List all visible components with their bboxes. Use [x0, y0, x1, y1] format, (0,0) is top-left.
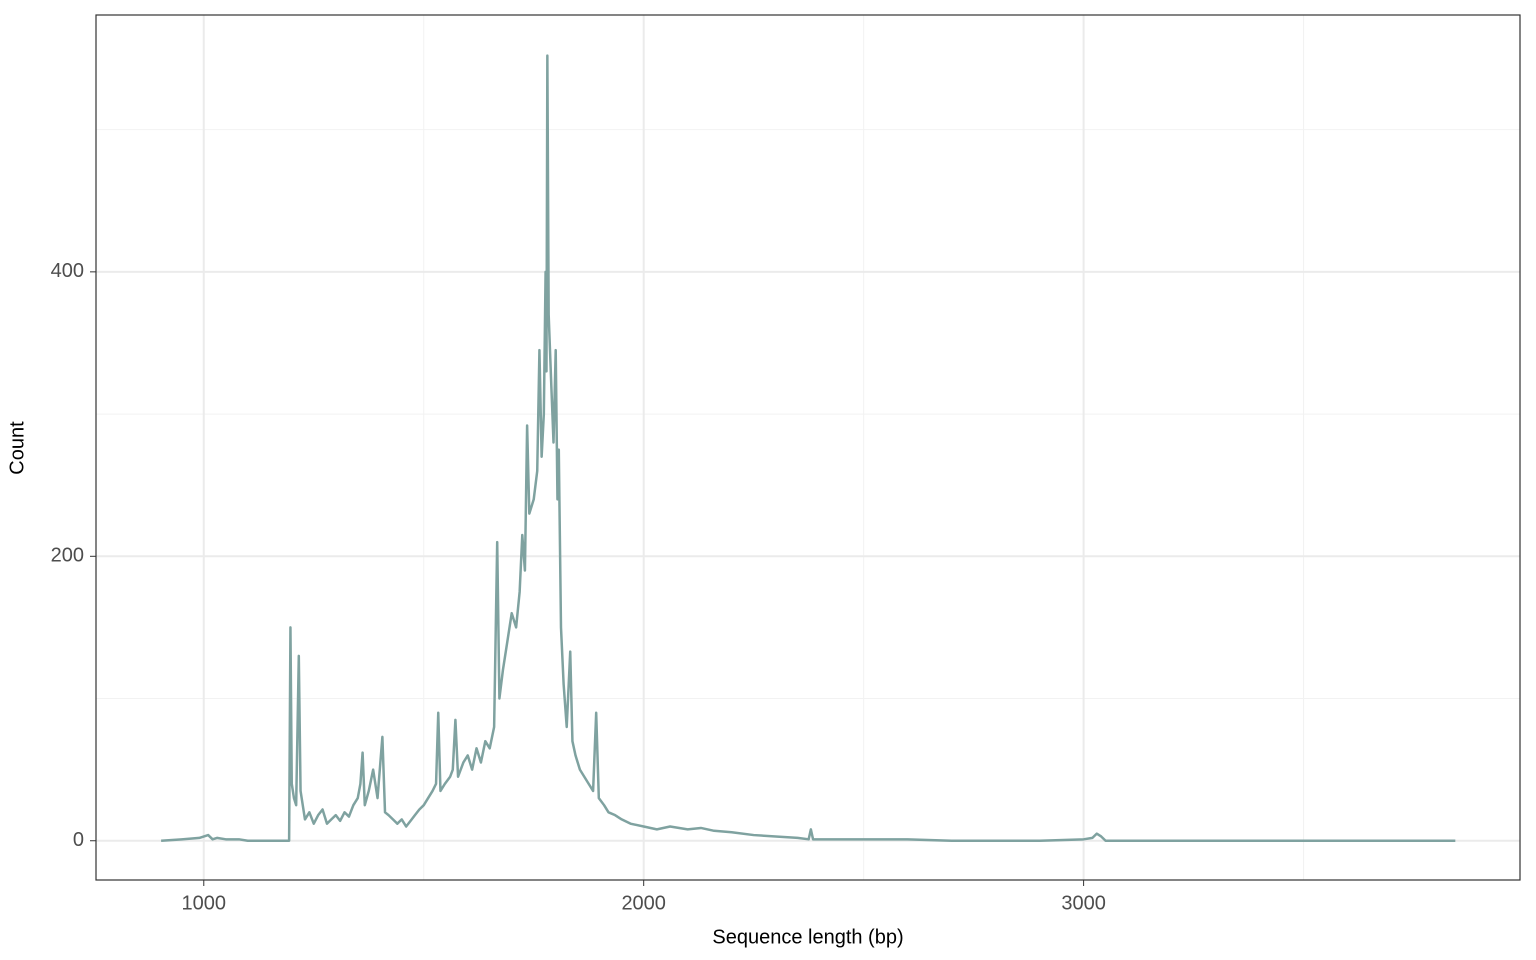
- y-tick-label: 0: [73, 829, 84, 851]
- x-tick-label: 1000: [182, 892, 227, 914]
- x-tick-label: 3000: [1061, 892, 1106, 914]
- y-tick-label: 400: [51, 260, 84, 282]
- x-axis-title: Sequence length (bp): [712, 926, 903, 948]
- x-tick-label: 2000: [621, 892, 666, 914]
- y-tick-label: 200: [51, 545, 84, 567]
- panel-border: [95, 14, 1521, 881]
- series-line: [161, 54, 1456, 842]
- y-axis-title: Count: [6, 421, 28, 475]
